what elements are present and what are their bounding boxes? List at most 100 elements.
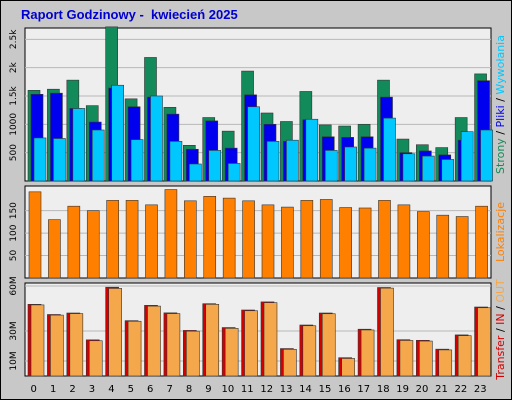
- x-tick-label: 21: [435, 384, 448, 395]
- x-tick-label: 3: [89, 384, 95, 395]
- transfer-bar-out-19: [399, 340, 414, 377]
- hits-bar-lokalizacje-10: [222, 197, 236, 279]
- traffic-bar-wywołania-20: [422, 155, 435, 182]
- hits-bar-lokalizacje-17: [358, 207, 372, 279]
- traffic-bar-wywołania-13: [286, 139, 299, 182]
- traffic-bar-wywołania-2: [72, 108, 86, 182]
- transfer-bar-out-6: [147, 305, 161, 377]
- traffic-bar-wywołania-6: [150, 95, 163, 182]
- transfer-bar-out-8: [186, 330, 200, 377]
- x-tick-label: 2: [69, 384, 75, 395]
- traffic-bar-wywołania-9: [208, 150, 222, 182]
- traffic-bar-wywołania-12: [266, 141, 280, 182]
- hits-bar-lokalizacje-2: [67, 205, 81, 279]
- hits-bar-lokalizacje-16: [339, 207, 352, 279]
- traffic-bar-wywołania-16: [344, 146, 357, 182]
- traffic-bar-wywołania-3: [91, 129, 105, 182]
- transfer-bar-out-2: [69, 313, 84, 377]
- hits-ytick-label: 50: [9, 250, 19, 262]
- transfer-bar-out-10: [224, 327, 239, 377]
- x-tick-label: 0: [31, 384, 37, 395]
- x-tick-label: 15: [319, 384, 332, 395]
- transfer-bar-out-1: [50, 314, 64, 377]
- transfer-bar-out-3: [88, 340, 103, 377]
- transfer-bar-out-12: [263, 302, 278, 377]
- transfer-series-label-part: Transfer: [494, 335, 507, 381]
- x-tick-label: 20: [416, 384, 429, 395]
- transfer-bar-out-5: [127, 320, 142, 377]
- traffic-ytick-label: 2k: [9, 61, 19, 73]
- traffic-bar-wywołania-22: [460, 131, 474, 182]
- hits-bar-lokalizacje-0: [28, 191, 42, 279]
- hits-bar-lokalizacje-6: [145, 204, 158, 279]
- transfer-bar-out-0: [30, 304, 45, 377]
- hits-series-label-part: Lokalizacje: [494, 202, 507, 262]
- x-tick-label: 23: [474, 384, 487, 395]
- x-tick-label: 1: [50, 384, 56, 395]
- transfer-ytick-label: 30M: [9, 321, 19, 340]
- traffic-series-label-part: Wywołania: [494, 35, 507, 95]
- x-tick-label: 17: [357, 384, 370, 395]
- hits-bar-lokalizacje-12: [261, 204, 275, 279]
- hits-bar-lokalizacje-13: [281, 206, 294, 279]
- hits-bar-lokalizacje-18: [378, 200, 391, 279]
- traffic-ytick-label: 2.5k: [9, 29, 19, 49]
- traffic-bar-wywołania-17: [363, 147, 377, 182]
- traffic-series-label-part: /: [494, 95, 507, 106]
- hits-bar-lokalizacje-14: [300, 200, 314, 279]
- x-tick-label: 7: [166, 384, 172, 395]
- traffic-bar-wywołania-14: [305, 118, 319, 182]
- x-tick-label: 5: [128, 384, 134, 395]
- x-tick-label: 8: [186, 384, 192, 395]
- x-tick-label: 11: [241, 384, 254, 395]
- x-tick-label: 4: [108, 384, 114, 395]
- x-tick-label: 18: [377, 384, 390, 395]
- traffic-bar-wywołania-18: [383, 117, 396, 182]
- hits-bar-lokalizacje-9: [203, 196, 217, 279]
- hits-bar-lokalizacje-21: [436, 214, 450, 279]
- hits-bar-lokalizacje-22: [455, 216, 469, 279]
- hits-bar-lokalizacje-7: [164, 189, 178, 279]
- hits-bar-lokalizacje-19: [397, 204, 411, 279]
- transfer-bar-out-7: [166, 313, 181, 377]
- transfer-bar-out-11: [244, 310, 258, 377]
- transfer-series-label-part: IN: [494, 310, 507, 325]
- transfer-bar-out-17: [360, 329, 375, 377]
- traffic-bar-wywołania-0: [33, 137, 47, 182]
- traffic-bar-wywołania-21: [441, 159, 455, 182]
- x-tick-label: 13: [280, 384, 293, 395]
- traffic-ytick-label: 500: [9, 144, 19, 161]
- transfer-bar-out-20: [419, 340, 433, 377]
- x-tick-label: 16: [338, 384, 351, 395]
- hits-bar-lokalizacje-11: [242, 200, 255, 279]
- hits-ytick-label: 150: [9, 202, 19, 219]
- traffic-bar-wywołania-23: [480, 129, 493, 182]
- traffic-bar-wywołania-8: [189, 163, 202, 182]
- hits-bar-lokalizacje-8: [184, 200, 197, 279]
- traffic-bar-wywołania-11: [247, 106, 260, 182]
- hits-ytick-label: 100: [9, 224, 19, 241]
- x-tick-label: 22: [455, 384, 468, 395]
- transfer-bar-out-14: [302, 325, 317, 377]
- transfer-bar-out-15: [321, 313, 336, 377]
- traffic-series-label-part: Strony: [494, 138, 507, 174]
- transfer-series-label-part: /: [494, 325, 507, 336]
- hits-series-label: Lokalizacje: [494, 202, 507, 262]
- traffic-bar-wywołania-4: [111, 84, 124, 182]
- x-tick-label: 19: [396, 384, 409, 395]
- chart-title: Raport Godzinowy - kwiecień 2025: [21, 7, 238, 22]
- traffic-series-label: Strony / Pliki / Wywołania: [494, 35, 507, 174]
- transfer-bar-out-23: [477, 307, 491, 377]
- x-tick-label: 10: [222, 384, 235, 395]
- x-tick-label: 9: [205, 384, 211, 395]
- hits-bar-lokalizacje-20: [417, 211, 430, 279]
- x-tick-label: 6: [147, 384, 153, 395]
- traffic-series-label-part: Pliki: [494, 105, 507, 127]
- traffic-ytick-label: 1000: [9, 113, 19, 136]
- traffic-bar-wywołania-19: [402, 153, 416, 182]
- traffic-bar-wywołania-5: [130, 139, 144, 182]
- hits-bar-lokalizacje-15: [319, 199, 333, 279]
- traffic-bar-wywołania-10: [227, 163, 241, 182]
